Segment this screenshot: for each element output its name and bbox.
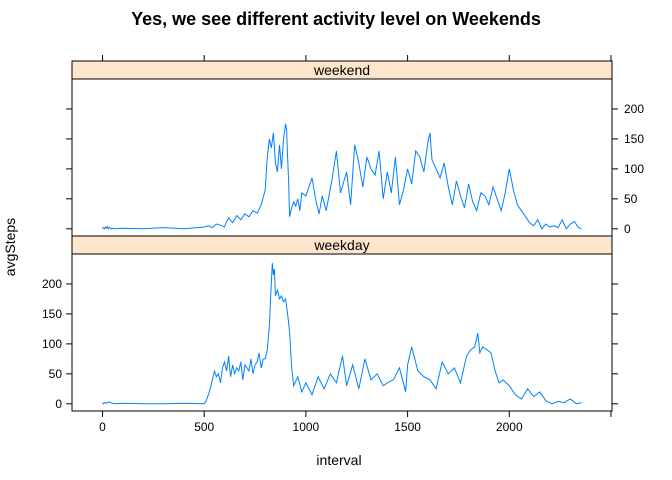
y-tick-label-weekday: 50: [49, 367, 63, 381]
y-tick-label-weekend: 100: [624, 162, 644, 176]
strip-label-weekday: weekday: [313, 237, 369, 253]
series-line-weekday: [102, 262, 582, 405]
y-tick-label-weekend: 200: [624, 102, 644, 116]
y-tick-label-weekday: 0: [55, 397, 62, 411]
y-tick-label-weekend: 0: [624, 222, 631, 236]
y-axis-label: avgSteps: [2, 218, 18, 276]
strip-label-weekend: weekend: [313, 62, 370, 78]
x-tick-label: 2000: [496, 420, 523, 434]
x-tick-label: 0: [99, 420, 106, 434]
x-axis-label: interval: [316, 452, 361, 468]
x-tick-label: 500: [194, 420, 214, 434]
series-line-weekend: [102, 123, 582, 230]
y-tick-label-weekend: 50: [624, 192, 638, 206]
y-tick-label-weekday: 100: [42, 337, 62, 351]
x-tick-label: 1000: [293, 420, 320, 434]
x-tick-label: 1500: [394, 420, 421, 434]
panel-frame-weekend: [71, 78, 613, 237]
chart-title: Yes, we see different activity level on …: [131, 9, 541, 29]
y-tick-label-weekday: 150: [42, 307, 62, 321]
y-tick-label-weekday: 200: [42, 277, 62, 291]
y-tick-label-weekend: 150: [624, 132, 644, 146]
panel-frame-weekday: [71, 253, 613, 412]
